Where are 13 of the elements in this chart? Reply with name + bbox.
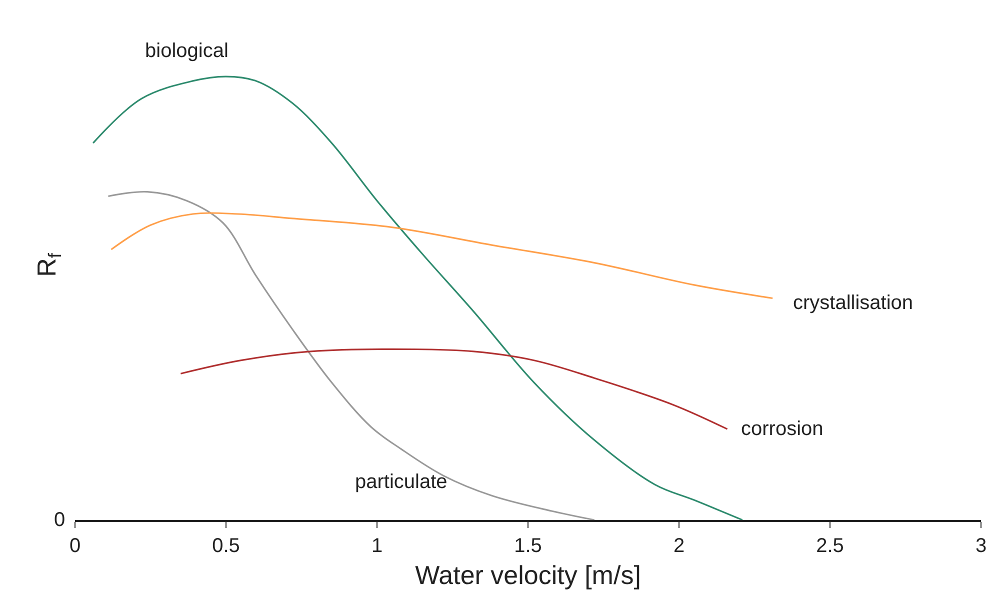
- series-label: crystallisation: [793, 292, 914, 314]
- x-tick-label: 2: [673, 534, 685, 557]
- x-tick-label: 1.5: [514, 534, 542, 557]
- x-tick-label: 3: [975, 534, 987, 557]
- series-label: corrosion: [741, 418, 824, 440]
- x-tick-label: 1: [371, 534, 383, 557]
- x-tick-label: 0: [69, 534, 81, 557]
- x-axis-title: Water velocity [m/s]: [415, 560, 641, 590]
- x-tick-label: 2.5: [816, 534, 844, 557]
- series-label: biological: [145, 40, 228, 62]
- series-label: particulate: [355, 471, 448, 493]
- x-tick-label: 0.5: [212, 534, 240, 557]
- text: 0: [54, 509, 66, 531]
